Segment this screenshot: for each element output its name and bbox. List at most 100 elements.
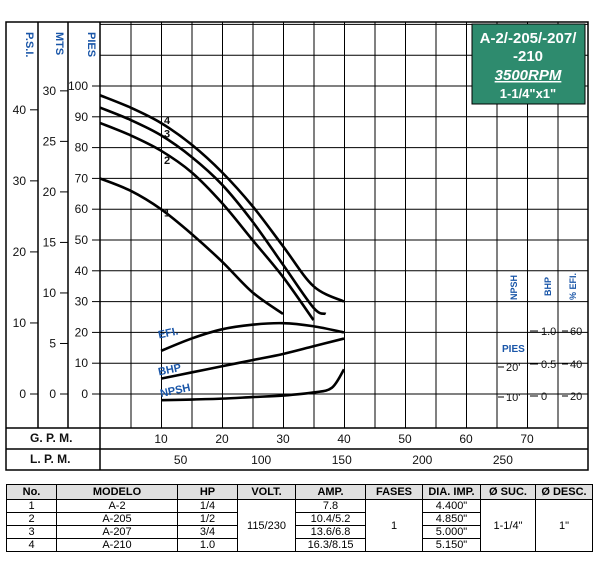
pies-tick-label: 80 xyxy=(75,141,89,155)
header-amp: AMP. xyxy=(295,484,366,500)
header-dia-imp: DIA. IMP. xyxy=(422,484,481,500)
header-fases: FASES xyxy=(365,484,423,500)
npsh-unit-label: PIES xyxy=(502,344,525,355)
cell-no: 4 xyxy=(6,538,57,552)
efi-tick-label: 40 xyxy=(570,359,582,371)
table-row: 1 A-2 1/4 115/230 7.8 1 4.400" 1-1/4" 1" xyxy=(6,499,593,552)
efi-axis-label: % EFI. xyxy=(568,273,578,300)
left-axis-ticks: 0 10 20 30 40 50 60 70 80 90 100 0 5 10 15 20 25 30 0 10 20 3… xyxy=(13,79,100,401)
cell-hp: 1.0 xyxy=(177,538,238,552)
pies-tick-label: 100 xyxy=(68,79,88,93)
cell-suc: 1-1/4" xyxy=(480,499,536,552)
gpm-tick-label: 50 xyxy=(398,432,412,446)
pies-axis-label: PIES xyxy=(85,32,97,57)
gpm-tick-label: 10 xyxy=(154,432,168,446)
head-curve-4 xyxy=(99,94,345,303)
lpm-tick-label: 200 xyxy=(412,453,432,467)
model-size: 1-1/4"x1" xyxy=(500,86,556,101)
gpm-tick-label: 60 xyxy=(459,432,473,446)
bhp-curve-label: BHP xyxy=(157,362,182,379)
header-suc: Ø SUC. xyxy=(480,484,536,500)
model-box xyxy=(471,23,586,105)
pies-tick-label: 70 xyxy=(75,171,89,185)
cell-hp: 1/4 xyxy=(177,499,238,513)
cell-modelo: A-205 xyxy=(56,512,178,526)
gpm-axis-label: G. P. M. xyxy=(30,431,72,445)
cell-hp: 3/4 xyxy=(177,525,238,539)
efficiency-curve xyxy=(160,321,345,353)
cell-modelo: A-207 xyxy=(56,525,178,539)
mts-tick-label: 25 xyxy=(43,134,57,148)
pump-curve-chart: P.S.I. MTS PIES 010203040506070809010005… xyxy=(5,21,589,471)
lpm-tick-label: 50 xyxy=(174,453,188,467)
cell-no: 2 xyxy=(6,512,57,526)
head-curve-label-2: 2 xyxy=(164,155,170,167)
gpm-tick-label: 20 xyxy=(215,432,229,446)
mts-axis-label: MTS xyxy=(53,32,65,55)
head-curve-label-4: 4 xyxy=(164,115,171,127)
head-curve-label-1: 1 xyxy=(164,207,170,219)
right-axis-ticks: 1.0 0.5 0 60 40 20 20' 10' xyxy=(498,326,582,404)
pies-tick-label: 50 xyxy=(75,233,89,247)
cell-hp: 1/2 xyxy=(177,512,238,526)
cell-dia: 5.150" xyxy=(422,538,481,552)
head-curve-2 xyxy=(99,121,315,321)
mts-tick-label: 15 xyxy=(43,235,57,249)
mts-tick-label: 20 xyxy=(43,185,57,199)
header-volt: VOLT. xyxy=(237,484,296,500)
lpm-tick-label: 150 xyxy=(332,453,352,467)
lpm-axis-label: L. P. M. xyxy=(30,452,70,466)
cell-modelo: A-2 xyxy=(56,499,178,513)
mts-tick-label: 10 xyxy=(43,286,57,300)
cell-amp: 10.4/5.2 xyxy=(295,512,366,526)
efficiency-curve-label: EFI. xyxy=(157,326,179,342)
header-desc: Ø DESC. xyxy=(535,484,593,500)
table-header-row: No. MODELO HP VOLT. AMP. FASES DIA. IMP.… xyxy=(6,484,593,500)
psi-tick-label: 30 xyxy=(13,174,27,188)
bhp-tick-label: 1.0 xyxy=(541,326,556,338)
head-curve-1 xyxy=(99,177,284,315)
bottom-axis-ticks: 10 20 30 40 50 60 70 50 100 150 200 250 xyxy=(154,432,534,467)
cell-no: 3 xyxy=(6,525,57,539)
psi-tick-label: 20 xyxy=(13,245,27,259)
npsh-axis-label: NPSH xyxy=(509,275,519,300)
gpm-tick-label: 40 xyxy=(337,432,351,446)
cell-desc: 1" xyxy=(535,499,593,552)
mts-tick-label: 5 xyxy=(49,336,56,350)
psi-tick-label: 0 xyxy=(19,387,26,401)
table-row: 4 A-210 1.0 16.3/8.15 5.150" xyxy=(6,538,593,552)
header-modelo: MODELO xyxy=(56,484,178,500)
cell-volt: 115/230 xyxy=(237,499,296,552)
bhp-tick-label: 0.5 xyxy=(541,359,556,371)
mts-tick-label: 0 xyxy=(49,387,56,401)
cell-fases: 1 xyxy=(365,499,423,552)
cell-dia: 5.000" xyxy=(422,525,481,539)
pies-tick-label: 20 xyxy=(75,325,89,339)
bhp-curve xyxy=(160,337,345,380)
model-title-line2: -210 xyxy=(513,48,543,65)
pies-tick-label: 0 xyxy=(81,387,88,401)
pies-tick-label: 40 xyxy=(75,264,89,278)
gpm-tick-label: 30 xyxy=(276,432,290,446)
model-rpm: 3500RPM xyxy=(495,67,562,84)
head-curve-label-3: 3 xyxy=(164,129,170,141)
psi-tick-label: 10 xyxy=(13,316,27,330)
cell-amp: 16.3/8.15 xyxy=(295,538,366,552)
cell-dia: 4.850" xyxy=(422,512,481,526)
npsh-curve xyxy=(160,368,346,402)
npsh-tick-label: 10' xyxy=(506,392,520,404)
efi-tick-label: 60 xyxy=(570,326,582,338)
spec-table: No. MODELO HP VOLT. AMP. FASES DIA. IMP.… xyxy=(6,484,593,552)
pies-tick-label: 90 xyxy=(75,110,89,124)
header-no: No. xyxy=(6,484,57,500)
head-curve-3 xyxy=(99,106,327,316)
cell-amp: 7.8 xyxy=(295,499,366,513)
pies-tick-label: 30 xyxy=(75,295,89,309)
model-title-line1: A-2/-205/-207/ xyxy=(480,30,578,47)
lpm-tick-label: 250 xyxy=(493,453,513,467)
mts-tick-label: 30 xyxy=(43,84,57,98)
cell-amp: 13.6/6.8 xyxy=(295,525,366,539)
psi-axis-label: P.S.I. xyxy=(23,32,35,57)
pies-tick-label: 10 xyxy=(75,356,89,370)
